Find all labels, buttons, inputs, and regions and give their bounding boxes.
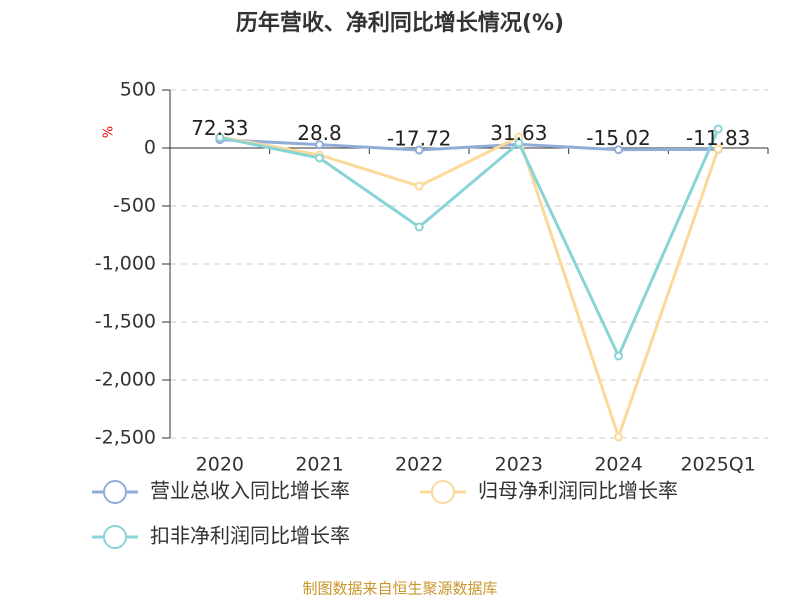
legend-marker — [103, 525, 127, 549]
point — [215, 133, 225, 143]
chart-title: 历年营收、净利同比增长情况(%) — [236, 10, 564, 36]
x-tick-label: 2021 — [295, 454, 343, 476]
point — [315, 140, 324, 150]
source-note: 制图数据来自恒生聚源数据库 — [302, 580, 497, 598]
point — [614, 145, 623, 155]
point — [713, 144, 723, 154]
point — [514, 138, 524, 148]
y-tick-label: -2,000 — [95, 369, 156, 391]
point — [614, 351, 623, 361]
y-tick-label: -1,500 — [95, 311, 156, 333]
data-label: 72.33 — [191, 116, 248, 140]
y-tick-label: 500 — [120, 79, 156, 101]
x-tick-label: 2023 — [495, 454, 543, 476]
x-tick-label: 2020 — [196, 454, 244, 476]
x-tick-label: 2022 — [395, 454, 443, 476]
data-label: -17.72 — [387, 127, 451, 151]
series-line — [219, 128, 720, 360]
point — [414, 145, 424, 155]
point — [713, 124, 723, 134]
legend-label: 扣非净利润同比增长率 — [150, 524, 350, 548]
legend-label: 归母净利润同比增长率 — [478, 479, 678, 503]
data-label: 28.8 — [297, 121, 342, 145]
x-tick-label: 2025Q1 — [680, 454, 755, 476]
y-unit: % — [99, 126, 114, 138]
legend-marker — [431, 480, 455, 504]
y-tick-label: -500 — [113, 195, 156, 217]
x-tick-label: 2024 — [594, 454, 642, 476]
y-tick-label: -1,000 — [95, 253, 156, 275]
y-tick-label: 0 — [144, 137, 156, 159]
point — [614, 432, 623, 442]
legend-marker — [103, 480, 127, 504]
y-tick-label: -2,500 — [95, 427, 156, 449]
series-line — [219, 138, 719, 152]
point — [315, 153, 324, 163]
data-label: -15.02 — [586, 126, 650, 150]
data-label: -11.83 — [686, 126, 750, 150]
point — [414, 181, 424, 191]
point — [414, 222, 424, 232]
series-line — [219, 134, 720, 442]
data-label: 31.63 — [490, 121, 547, 145]
legend-label: 营业总收入同比增长率 — [150, 479, 350, 503]
